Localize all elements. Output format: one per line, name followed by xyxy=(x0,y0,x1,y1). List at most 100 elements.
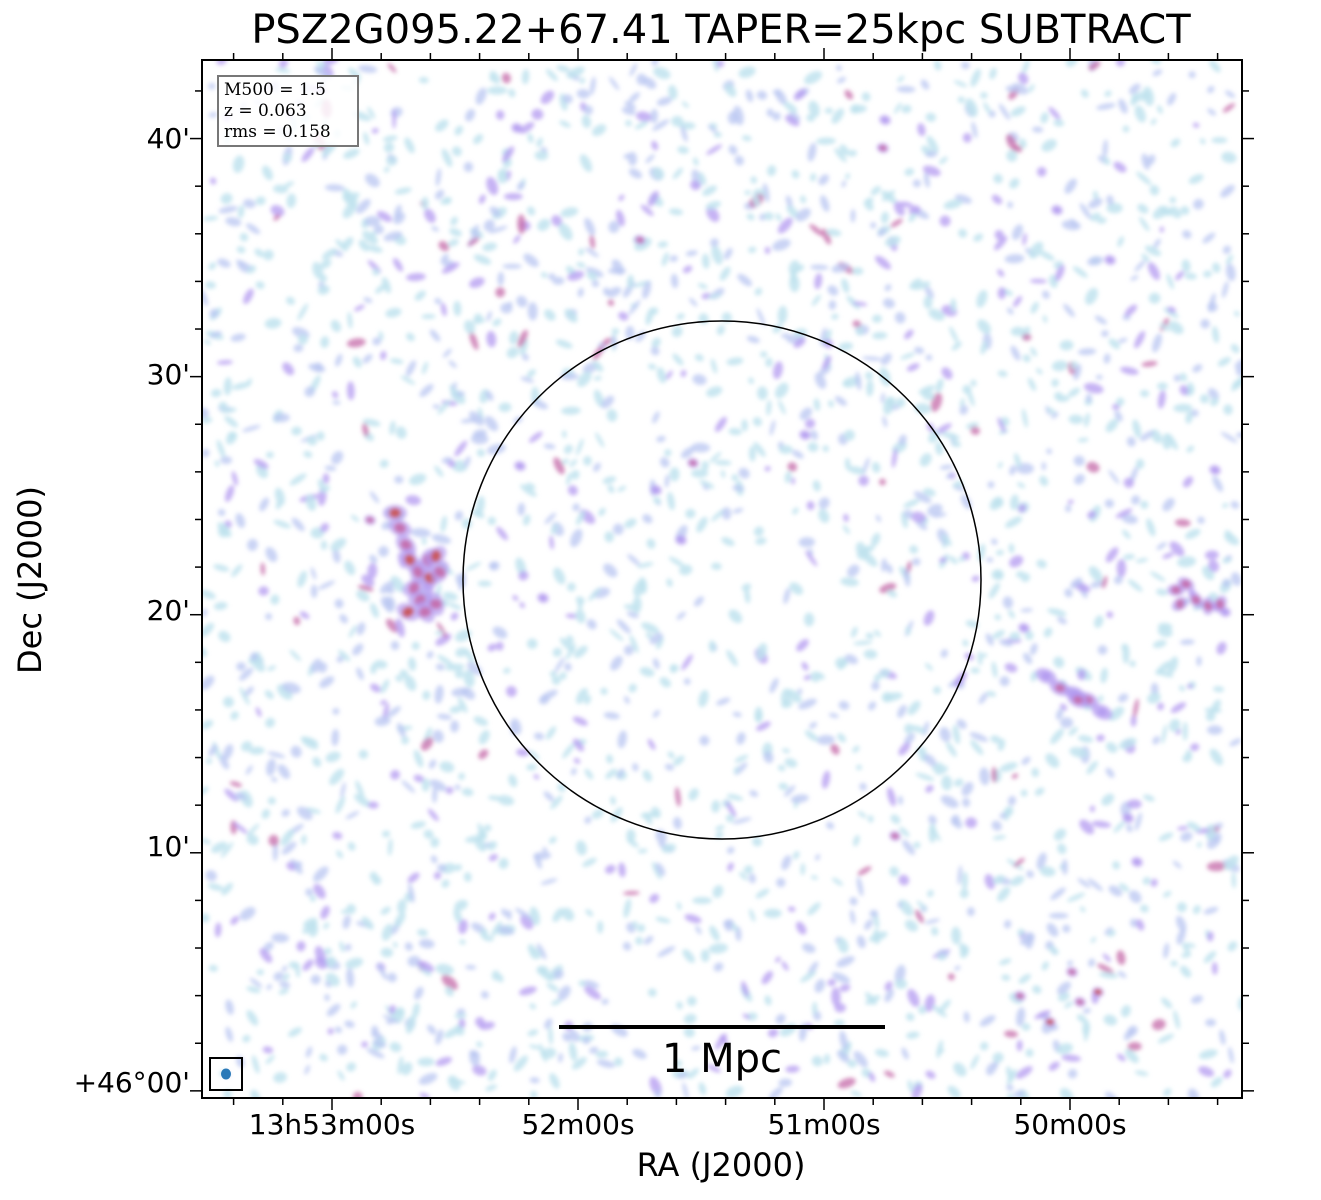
noise-blob xyxy=(1057,981,1071,995)
noise-blob xyxy=(1161,724,1167,744)
noise-blob xyxy=(706,144,723,155)
noise-blob xyxy=(791,449,804,459)
noise-blob xyxy=(935,441,944,456)
noise-blob xyxy=(507,909,512,921)
noise-blob xyxy=(1020,624,1028,632)
noise-blob xyxy=(1106,202,1123,214)
noise-blob xyxy=(218,630,231,643)
noise-blob xyxy=(843,429,855,441)
noise-blob xyxy=(781,699,793,709)
noise-blob xyxy=(246,378,253,386)
noise-blob xyxy=(760,351,768,358)
noise-blob xyxy=(881,116,889,124)
noise-blob xyxy=(853,1051,868,1068)
noise-blob xyxy=(956,719,967,730)
noise-blob xyxy=(778,782,789,791)
noise-blob xyxy=(732,817,752,824)
noise-blob xyxy=(869,931,888,942)
noise-blob xyxy=(970,379,977,387)
noise-blob xyxy=(213,601,228,611)
noise-blob xyxy=(1022,232,1027,246)
noise-blob xyxy=(750,176,757,184)
noise-blob xyxy=(1050,728,1064,745)
noise-blob xyxy=(906,363,920,372)
noise-blob xyxy=(358,64,378,73)
noise-blob xyxy=(836,955,855,968)
noise-blob xyxy=(1108,885,1123,897)
noise-blob xyxy=(1191,995,1203,1004)
x-tick-label: 50m00s xyxy=(1013,1108,1127,1141)
noise-blob xyxy=(218,205,238,214)
noise-blob xyxy=(897,795,904,805)
noise-blob xyxy=(677,1072,688,1079)
noise-blob xyxy=(288,1027,302,1037)
noise-blob xyxy=(868,701,877,711)
noise-blob xyxy=(874,673,881,682)
noise-blob xyxy=(765,357,773,368)
noise-blob xyxy=(1210,1076,1223,1088)
noise-blob xyxy=(414,290,426,301)
noise-blob xyxy=(278,988,289,995)
noise-blob xyxy=(324,465,337,472)
noise-blob xyxy=(397,1056,404,1075)
noise-blob xyxy=(320,258,332,269)
noise-blob xyxy=(1113,161,1127,173)
noise-blob xyxy=(584,768,594,780)
noise-blob xyxy=(527,302,538,321)
noise-blob xyxy=(811,1001,818,1015)
noise-blob xyxy=(669,467,680,482)
info-box: M500 = 1.5 z = 0.063 rms = 0.158 xyxy=(217,75,359,147)
axes-frame xyxy=(201,59,1243,1099)
noise-blob xyxy=(723,247,733,260)
noise-blob xyxy=(1230,572,1242,586)
noise-blob xyxy=(489,74,496,82)
noise-blob xyxy=(1016,992,1024,1000)
noise-blob xyxy=(1087,256,1104,266)
noise-blob xyxy=(1225,254,1234,265)
noise-blob xyxy=(647,363,657,370)
noise-blob xyxy=(657,241,669,248)
noise-blob xyxy=(1050,887,1066,901)
noise-blob xyxy=(450,720,460,733)
noise-blob xyxy=(800,863,806,876)
noise-blob xyxy=(237,204,245,219)
noise-blob xyxy=(1137,203,1149,214)
noise-blob xyxy=(382,1014,400,1024)
noise-blob xyxy=(305,1046,313,1058)
noise-blob xyxy=(664,449,672,457)
noise-blob xyxy=(894,311,906,324)
noise-blob xyxy=(1041,461,1047,471)
noise-blob xyxy=(684,914,702,924)
noise-blob xyxy=(521,69,530,85)
noise-blob xyxy=(486,330,497,348)
noise-blob xyxy=(522,514,531,526)
noise-blob xyxy=(1010,326,1025,337)
noise-blob xyxy=(361,916,374,930)
noise-blob xyxy=(437,399,451,415)
noise-blob xyxy=(1173,374,1181,382)
noise-blob xyxy=(246,833,259,846)
noise-blob xyxy=(999,812,1007,819)
noise-blob xyxy=(336,850,343,859)
noise-blob xyxy=(312,757,322,767)
noise-blob xyxy=(1122,125,1130,133)
noise-blob xyxy=(604,531,615,543)
noise-blob xyxy=(813,398,821,411)
noise-blob xyxy=(623,645,634,656)
noise-blob xyxy=(1065,60,1078,67)
noise-blob xyxy=(1225,90,1236,98)
noise-blob xyxy=(1064,178,1077,194)
noise-blob xyxy=(509,330,519,345)
noise-blob xyxy=(291,426,302,436)
noise-blob xyxy=(435,963,454,976)
noise-blob xyxy=(304,386,315,398)
noise-blob xyxy=(1097,707,1107,717)
noise-blob xyxy=(529,750,540,760)
noise-blob xyxy=(451,146,462,157)
noise-blob xyxy=(812,480,821,492)
noise-blob xyxy=(313,866,329,882)
noise-blob xyxy=(1021,408,1028,428)
noise-blob xyxy=(582,1036,591,1045)
noise-blob xyxy=(970,739,984,755)
noise-blob xyxy=(973,233,984,242)
